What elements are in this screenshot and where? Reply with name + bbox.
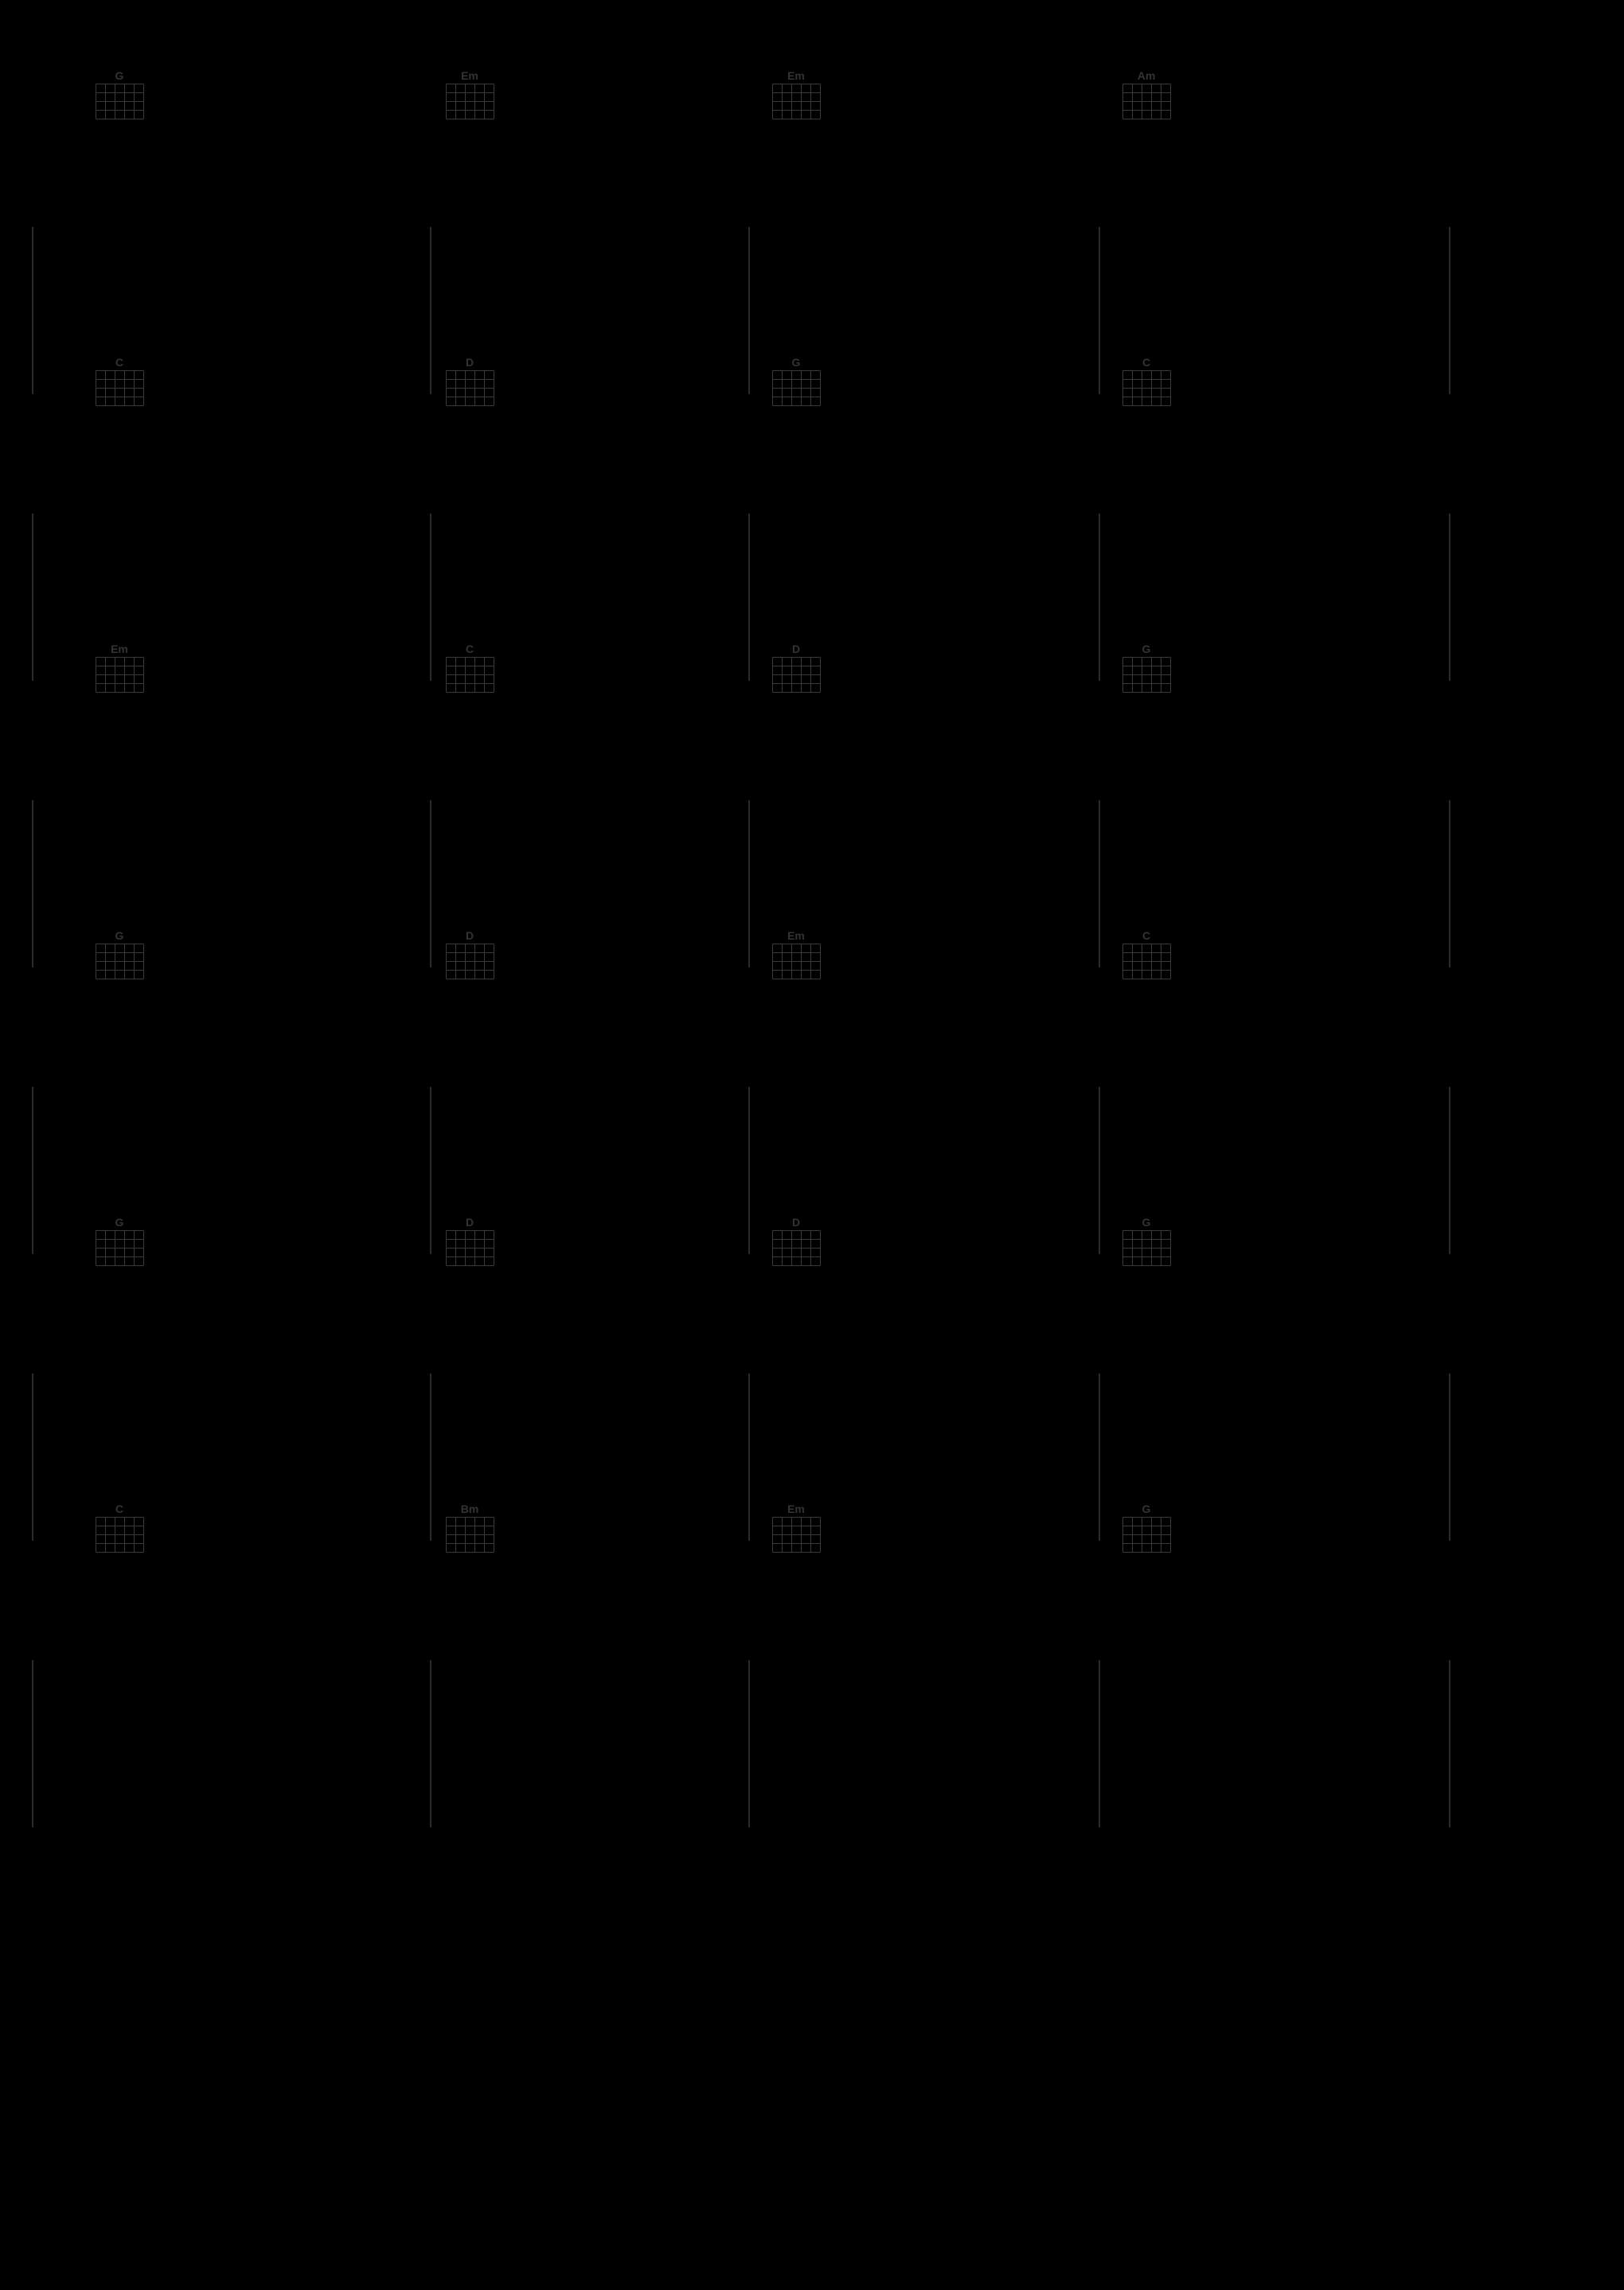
fretboard-diagram xyxy=(772,944,821,979)
barline-row1-3 xyxy=(748,227,750,394)
fretboard-diagram xyxy=(1122,1517,1171,1553)
chord-label: Em xyxy=(772,1503,820,1515)
chord-label: Am xyxy=(1122,69,1170,82)
fretboard-diagram xyxy=(1122,84,1171,119)
fretboard-diagram xyxy=(772,1517,821,1553)
barline-row5-2 xyxy=(430,1374,431,1541)
fretboard-diagram xyxy=(772,370,821,406)
fretboard-diagram xyxy=(1122,370,1171,406)
fretboard-diagram xyxy=(1122,657,1171,693)
fretboard-diagram xyxy=(446,944,494,979)
chord-label: G xyxy=(96,69,143,82)
chord-label: Em xyxy=(772,69,820,82)
chord-label: C xyxy=(446,643,494,655)
barline-row2-5 xyxy=(1449,514,1450,681)
barline-row1-4 xyxy=(1099,227,1100,394)
barline-row3-4 xyxy=(1099,800,1100,967)
chord-label: Em xyxy=(772,929,820,942)
chord-label: G xyxy=(96,929,143,942)
barline-row5-5 xyxy=(1449,1374,1450,1541)
page: G Em Em Am C D G C Em C D G G D Em C G D D G C Bm Em G xyxy=(0,0,1624,2290)
barline-row4-5 xyxy=(1449,1087,1450,1254)
barline-row5-4 xyxy=(1099,1374,1100,1541)
chord-label: Em xyxy=(446,69,494,82)
barline-row6-4 xyxy=(1099,1660,1100,1827)
chord-label: Bm xyxy=(446,1503,494,1515)
chord-label: C xyxy=(1122,356,1170,369)
fretboard-diagram xyxy=(96,1230,144,1266)
fretboard-diagram xyxy=(96,657,144,693)
barline-row2-2 xyxy=(430,514,431,681)
fretboard-diagram xyxy=(446,1517,494,1553)
barline-row5-3 xyxy=(748,1374,750,1541)
chord-label: C xyxy=(96,356,143,369)
barline-row1-2 xyxy=(430,227,431,394)
barline-row4-2 xyxy=(430,1087,431,1254)
chord-label: Em xyxy=(96,643,143,655)
barline-row2-1 xyxy=(32,514,33,681)
barline-row3-2 xyxy=(430,800,431,967)
chord-label: G xyxy=(1122,1216,1170,1229)
chord-label: D xyxy=(446,1216,494,1229)
fretboard-diagram xyxy=(772,1230,821,1266)
fretboard-diagram xyxy=(1122,1230,1171,1266)
fretboard-diagram xyxy=(772,84,821,119)
chord-label: C xyxy=(96,1503,143,1515)
barline-row2-4 xyxy=(1099,514,1100,681)
chord-label: C xyxy=(1122,929,1170,942)
barline-row4-4 xyxy=(1099,1087,1100,1254)
fretboard-diagram xyxy=(446,84,494,119)
chord-label: G xyxy=(1122,1503,1170,1515)
fretboard-diagram xyxy=(446,370,494,406)
barline-row2-3 xyxy=(748,514,750,681)
fretboard-diagram xyxy=(446,657,494,693)
chord-label: G xyxy=(1122,643,1170,655)
barline-row6-3 xyxy=(748,1660,750,1827)
fretboard-diagram xyxy=(96,84,144,119)
chord-label: G xyxy=(772,356,820,369)
chord-label: D xyxy=(446,356,494,369)
barline-row6-2 xyxy=(430,1660,431,1827)
barline-row5-1 xyxy=(32,1374,33,1541)
fretboard-diagram xyxy=(96,1517,144,1553)
fretboard-diagram xyxy=(96,944,144,979)
fretboard-diagram xyxy=(96,370,144,406)
fretboard-diagram xyxy=(772,657,821,693)
fretboard-diagram xyxy=(1122,944,1171,979)
barline-row3-3 xyxy=(748,800,750,967)
chord-label: D xyxy=(772,643,820,655)
chord-label: G xyxy=(96,1216,143,1229)
barline-row3-5 xyxy=(1449,800,1450,967)
barline-row6-5 xyxy=(1449,1660,1450,1827)
barline-row6-1 xyxy=(32,1660,33,1827)
barline-row3-1 xyxy=(32,800,33,967)
barline-row1-1 xyxy=(32,227,33,394)
chord-label: D xyxy=(446,929,494,942)
chord-label: D xyxy=(772,1216,820,1229)
fretboard-diagram xyxy=(446,1230,494,1266)
barline-row1-5 xyxy=(1449,227,1450,394)
barline-row4-1 xyxy=(32,1087,33,1254)
barline-row4-3 xyxy=(748,1087,750,1254)
